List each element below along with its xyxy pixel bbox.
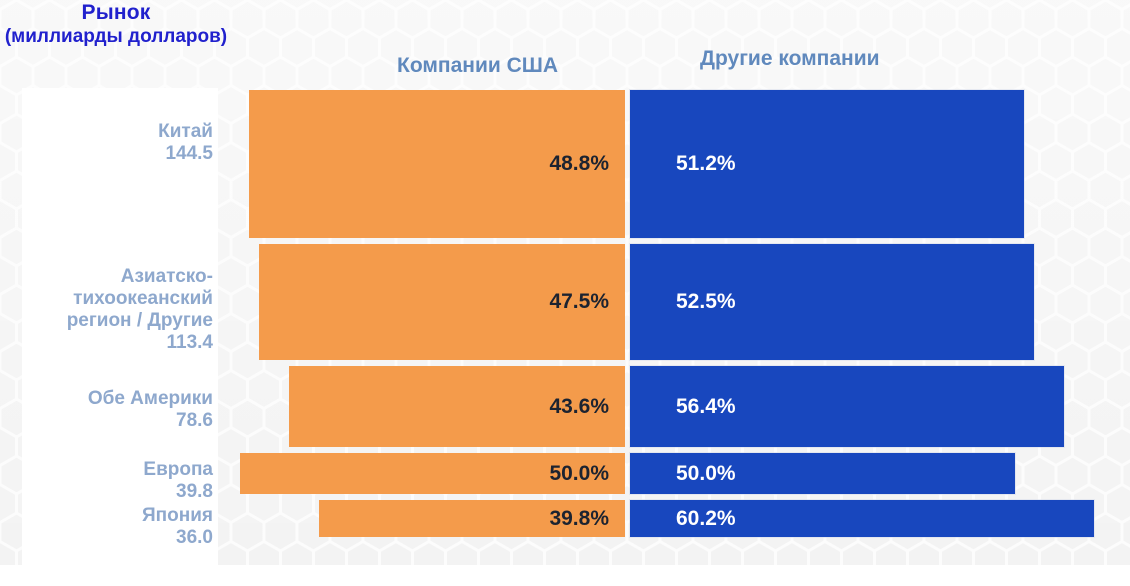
chart-title: Рынок	[81, 1, 151, 24]
title-block: Рынок (миллиарды долларов)	[0, 0, 232, 48]
category-market-size: 113.4	[166, 332, 214, 353]
column-header-other-companies: Другие компании	[700, 47, 880, 70]
category-label: Обе Америки 78.6	[22, 388, 213, 432]
category-market-size: 36.0	[176, 526, 213, 548]
category-market-size: 39.8	[176, 480, 213, 502]
category-label: Азиатско-тихоокеанский регион / Другие 113…	[22, 266, 213, 354]
category-name-line: регион / Другие	[66, 310, 213, 331]
bar-other-companies: 56.4%	[630, 366, 1064, 447]
bar-other-companies: 51.2%	[630, 90, 1024, 238]
bar-us-companies: 47.5%	[259, 244, 625, 360]
bar-other-companies: 52.5%	[630, 244, 1034, 360]
bar-value-label-us: 50.0%	[549, 461, 609, 485]
bar-us-companies: 50.0%	[240, 453, 625, 494]
bar-value-label-other: 52.5%	[676, 290, 736, 313]
bar-value-label-other: 56.4%	[676, 394, 736, 418]
category-label: Китай 144.5	[22, 121, 213, 165]
category-name-line: Азиатско-	[120, 266, 213, 287]
bar-us-companies: 48.8%	[249, 90, 625, 238]
bar-us-companies: 39.8%	[319, 500, 625, 537]
bar-other-companies: 60.2%	[630, 500, 1094, 537]
category-name-line: тихоокеанский	[73, 288, 213, 309]
category-label: Япония 36.0	[22, 505, 213, 549]
category-label-panel	[22, 88, 218, 567]
category-name-line: Япония	[142, 504, 213, 526]
category-label: Европа 39.8	[22, 459, 213, 503]
bar-other-companies: 50.0%	[630, 453, 1015, 494]
category-market-size: 78.6	[176, 409, 213, 431]
bar-value-label-other: 60.2%	[676, 506, 736, 530]
category-market-size: 144.5	[165, 143, 213, 164]
category-name-line: Китай	[158, 121, 213, 142]
bar-value-label-us: 48.8%	[549, 152, 609, 175]
bar-value-label-other: 50.0%	[676, 461, 736, 485]
bar-value-label-us: 47.5%	[549, 290, 609, 313]
bar-value-label-us: 39.8%	[549, 506, 609, 530]
category-name-line: Европа	[143, 458, 213, 480]
bar-value-label-other: 51.2%	[676, 152, 736, 175]
bar-value-label-us: 43.6%	[549, 394, 609, 418]
column-header-us-companies: Компании США	[397, 54, 559, 77]
chart-subtitle: (миллиарды долларов)	[4, 26, 228, 47]
bar-us-companies: 43.6%	[289, 366, 625, 447]
category-name-line: Обе Америки	[87, 387, 213, 409]
